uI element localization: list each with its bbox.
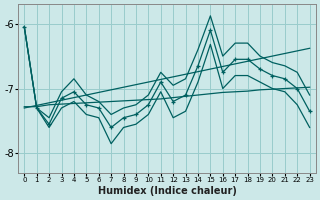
X-axis label: Humidex (Indice chaleur): Humidex (Indice chaleur) xyxy=(98,186,236,196)
